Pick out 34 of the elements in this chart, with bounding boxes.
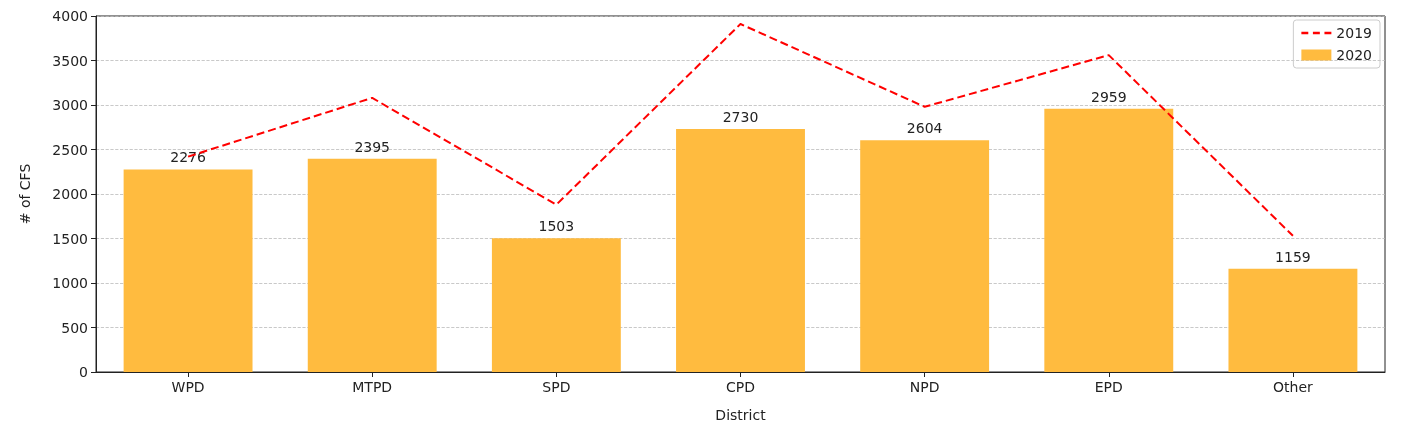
x-tick-label: MTPD — [352, 379, 393, 395]
y-tick-label: 0 — [79, 364, 88, 380]
x-tick-label: Other — [1273, 379, 1314, 395]
bar — [1044, 108, 1174, 372]
y-tick-label: 1500 — [52, 230, 88, 247]
legend-label: 2019 — [1336, 25, 1373, 41]
bar — [1228, 268, 1358, 372]
y-tick-label: 4000 — [52, 8, 88, 24]
x-tick-label: CPD — [726, 379, 755, 395]
y-tick-label: 2500 — [52, 141, 88, 158]
data-label: 1159 — [1275, 248, 1311, 265]
y-tick-label: 2000 — [52, 186, 88, 202]
bar — [860, 140, 990, 372]
x-tick-label: WPD — [171, 379, 205, 395]
legend-label: 2020 — [1336, 47, 1373, 63]
y-tick-label: 1000 — [52, 275, 88, 291]
x-tick-label: EPD — [1094, 379, 1123, 395]
data-label: 1503 — [538, 218, 575, 235]
bar — [491, 238, 621, 372]
y-tick-label: 3000 — [52, 97, 88, 113]
bar — [123, 169, 253, 372]
data-label: 2604 — [906, 120, 943, 137]
y-tick-label: 3500 — [52, 52, 88, 69]
bar — [307, 158, 437, 372]
data-label: 2959 — [1090, 88, 1127, 105]
y-tick-label: 500 — [61, 319, 88, 336]
data-label: 2276 — [170, 149, 206, 166]
data-label: 2730 — [722, 109, 759, 126]
x-tick-label: NPD — [909, 379, 940, 395]
y-axis-title: # of CFS — [17, 163, 33, 225]
x-axis-title: District — [715, 407, 767, 423]
data-label: 2395 — [354, 138, 391, 155]
x-tick-label: SPD — [542, 379, 571, 395]
bar — [676, 129, 805, 372]
